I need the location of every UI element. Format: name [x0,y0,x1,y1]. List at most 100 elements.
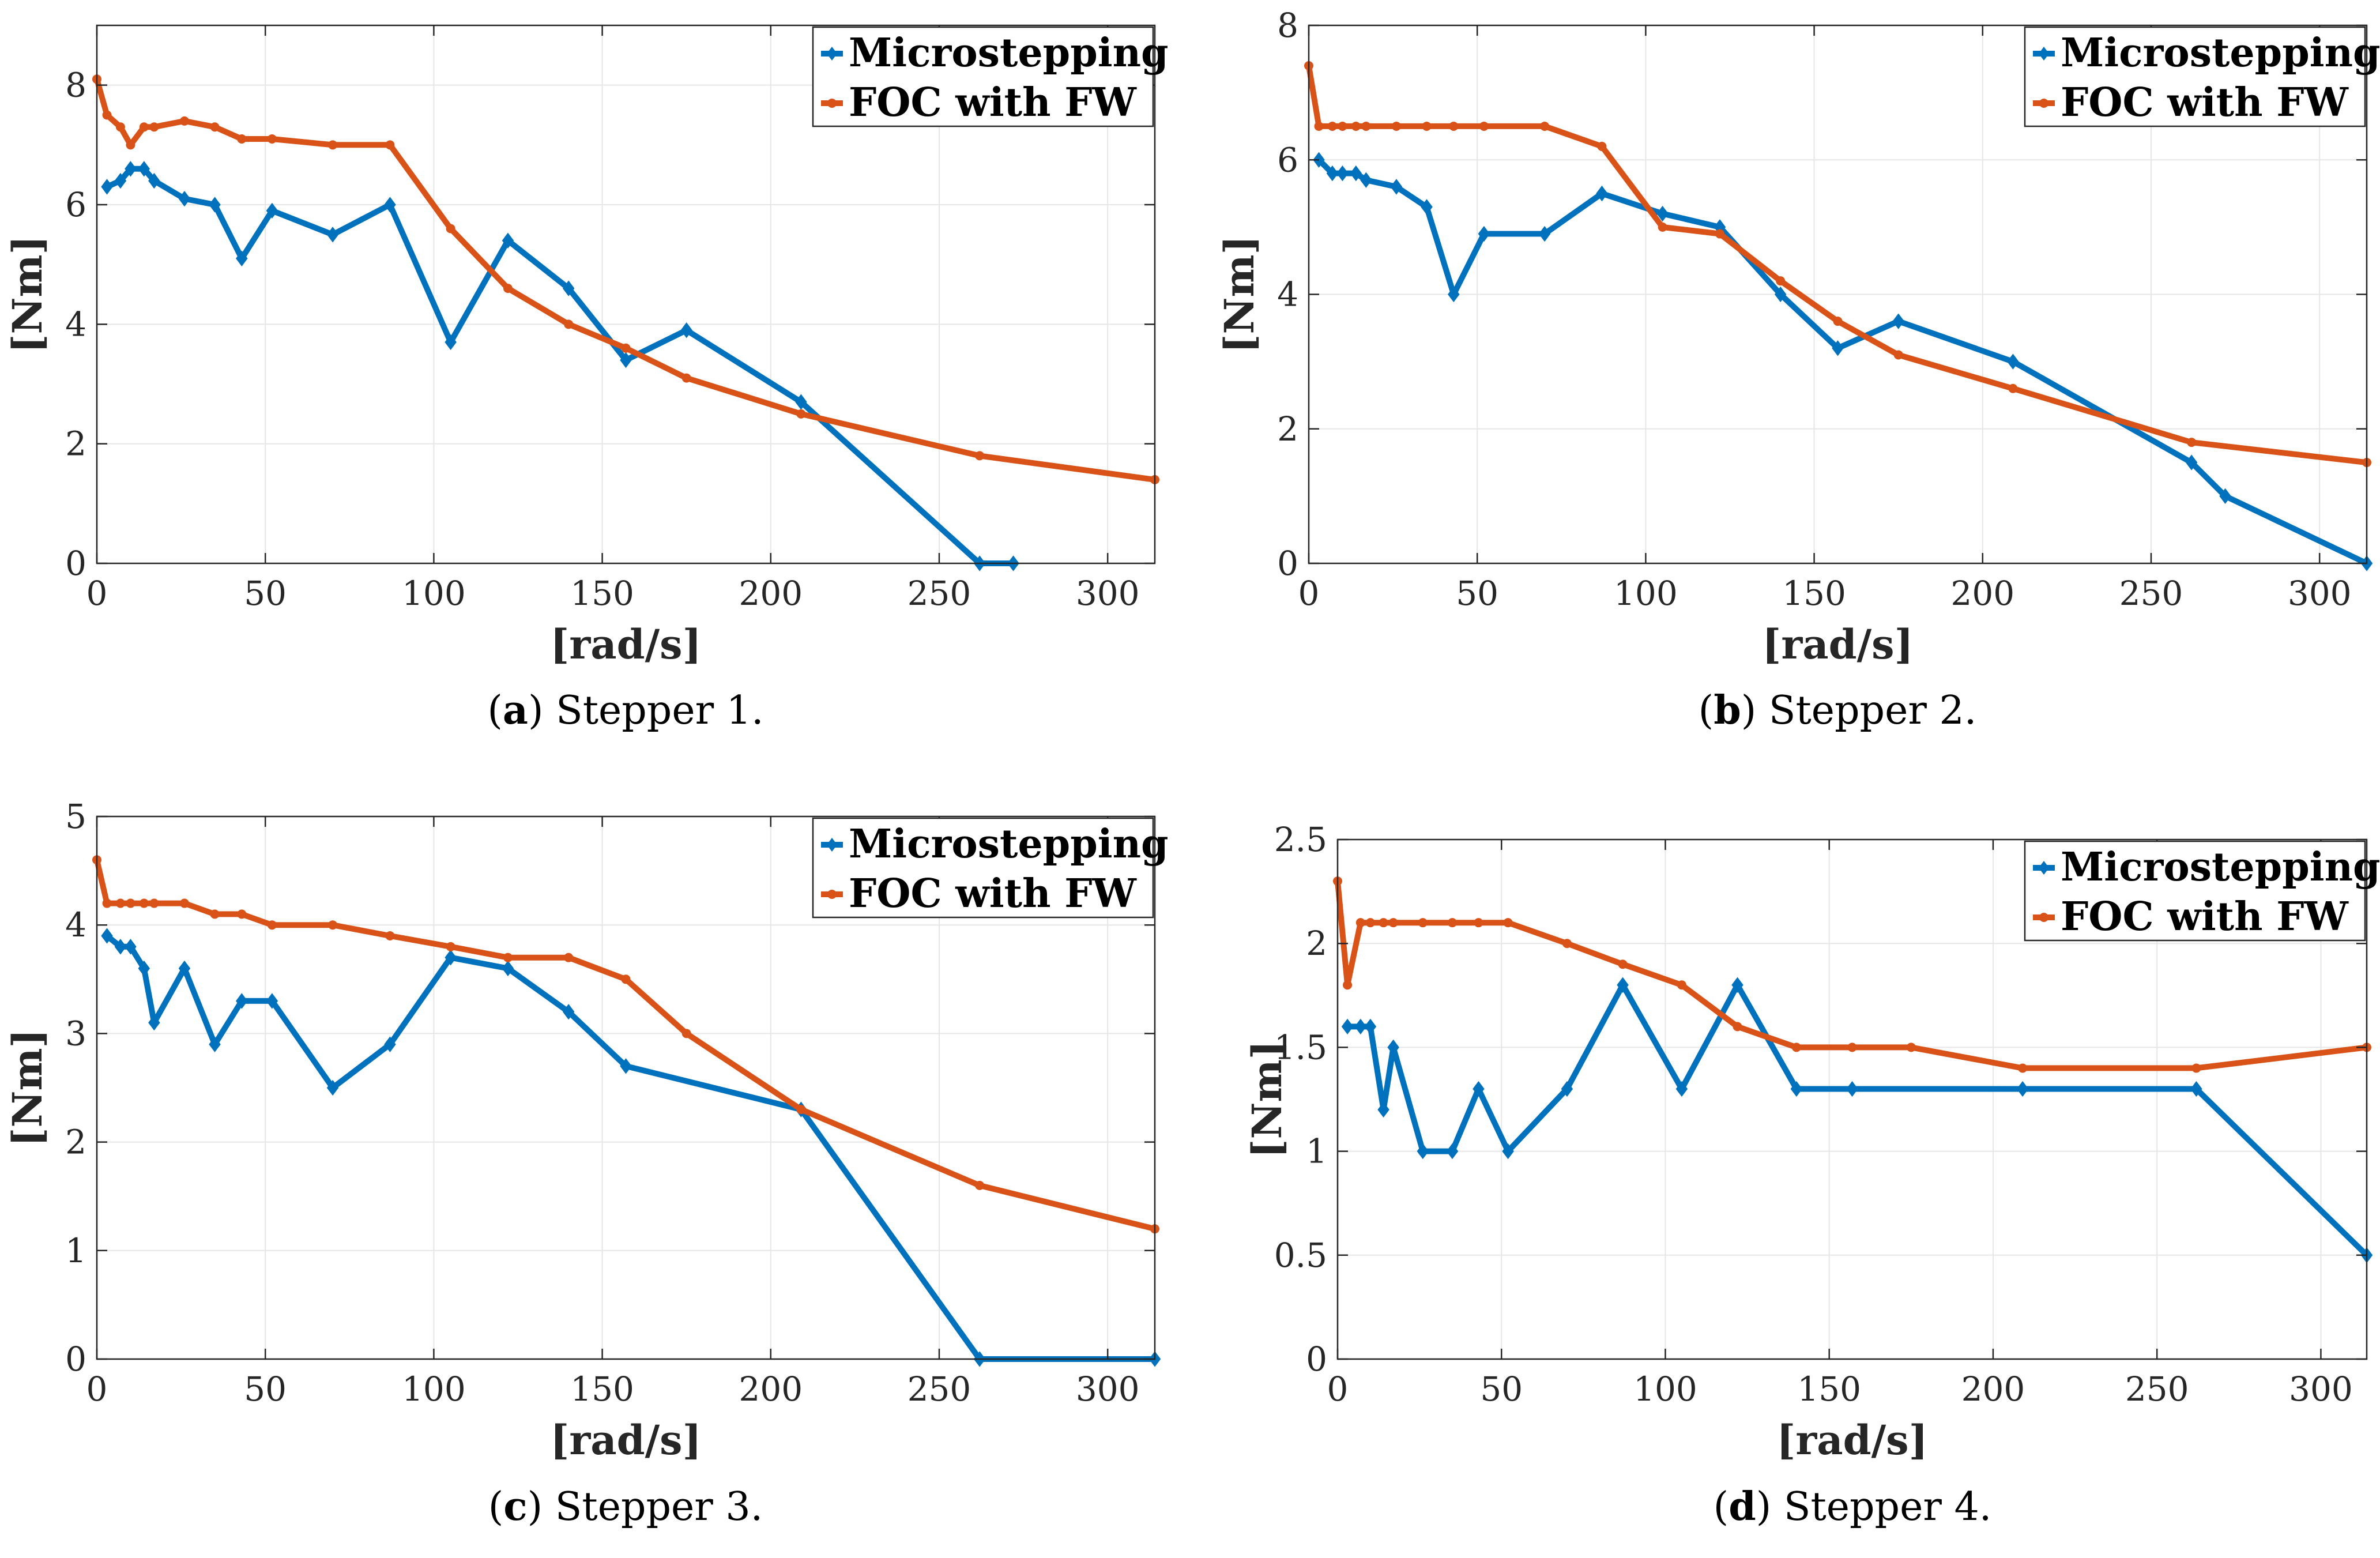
data-point [1446,1143,1459,1160]
data-point [795,394,807,410]
x-tick-label: 50 [244,574,287,613]
legend-item-foc-with-fw: FOC with FW [2033,80,2349,126]
y-tick-label: 0.5 [1274,1236,1327,1275]
data-point [1350,165,1362,182]
x-tick-label: 100 [402,574,466,613]
caption-letter: c [503,1484,527,1530]
data-point [564,319,574,329]
series-line [1345,982,2370,1258]
data-point [114,172,127,189]
x-tick-label: 0 [1327,1369,1349,1409]
panel-caption: (b) Stepper 2. [1699,687,1977,733]
data-point [326,1079,339,1096]
data-point [1417,1143,1429,1160]
data-point [125,939,137,955]
data-point [326,227,339,243]
x-tick-label: 300 [1076,1369,1140,1409]
data-point [1774,286,1787,303]
x-tick-label: 150 [1782,574,1846,613]
y-axis-label: [Nm] [3,235,51,353]
data-point [210,909,220,919]
data-point [1846,1081,1858,1097]
series-foc-with-fw [1333,876,2371,1073]
data-point [1364,1018,1377,1035]
x-tick-label: 300 [2288,574,2352,613]
data-point [126,140,135,150]
data-point [1597,141,1607,151]
data-point [502,960,514,977]
series-foc-with-fw [92,855,1159,1234]
legend-label: FOC with FW [2061,894,2349,940]
data-point [385,931,395,941]
data-point [1343,980,1353,990]
data-point [1478,225,1490,242]
x-axis-label: [rad/s] [1776,1416,1927,1464]
data-point [1776,276,1786,286]
legend-item-foc-with-fw: FOC with FW [821,871,1137,917]
data-point [101,179,113,195]
data-point [1341,1018,1354,1035]
data-point [1892,313,1904,329]
y-tick-label: 0 [65,544,86,583]
legend-box [812,26,1154,127]
data-point [1791,1043,1801,1052]
data-point [1336,165,1349,182]
data-point [975,451,985,461]
panel-caption: (a) Stepper 1. [487,687,763,733]
series-microstepping [101,161,1019,571]
data-point [2016,1081,2029,1097]
ticks: 0 50 100 150 200 250 300 0 2 4 6 8 [65,25,1155,613]
legend-label: Microstepping [2061,844,2380,890]
y-tick-label: 8 [1277,6,1298,45]
data-point [267,134,277,144]
data-point [1562,939,1572,949]
data-point [138,960,150,977]
data-point [178,960,191,977]
axes-box [1336,838,2368,1360]
y-tick-label: 2.5 [1274,820,1327,859]
x-tick-label: 50 [1456,574,1498,613]
data-point [1561,1081,1573,1097]
data-point [2187,438,2197,447]
y-tick-label: 8 [65,66,86,105]
ticks: 0 50 100 150 200 250 300 0 2 4 6 8 [1277,6,2367,613]
data-point [210,122,220,132]
legend-item-microstepping: Microstepping [821,821,1169,867]
chart-panel-c: 0 50 100 150 200 250 300 0 1 2 3 4 5 [rad/s] [Nm] Micro… [3,797,1169,1530]
data-point [621,974,631,984]
data-point [1832,340,1844,356]
data-point [1418,918,1428,928]
data-point [1448,286,1460,303]
data-point [126,898,135,908]
x-tick-label: 300 [2289,1369,2353,1409]
y-tick-label: 4 [1277,275,1298,314]
data-point [1675,1081,1688,1097]
legend-item-foc-with-fw: FOC with FW [2033,894,2349,940]
data-point [138,161,150,177]
data-point [1338,121,1347,131]
caption-text: ) Stepper 1. [528,688,764,733]
y-tick-label: 4 [65,304,86,344]
data-point [328,140,338,150]
legend-swatch-marker [827,47,837,61]
ticks: 0 50 100 150 200 250 300 0 0.5 1 1.5 2 2.5 [1274,820,2367,1409]
data-point [1379,918,1388,928]
data-point [1658,222,1667,232]
data-point [101,928,113,944]
data-point [1790,1081,1803,1097]
legend-box [2024,840,2366,942]
data-point [1596,185,1608,202]
data-point [2008,383,2018,393]
y-tick-label: 2 [65,1123,86,1162]
caption-paren: ( [487,688,503,733]
x-tick-label: 0 [1298,574,1320,613]
data-point [149,898,159,908]
y-tick-label: 0 [65,1339,86,1379]
series-foc-with-fw [1304,61,2371,468]
data-point [1479,121,1489,131]
legend-swatch-marker [827,838,837,852]
x-tick-label: 200 [1950,574,2014,613]
